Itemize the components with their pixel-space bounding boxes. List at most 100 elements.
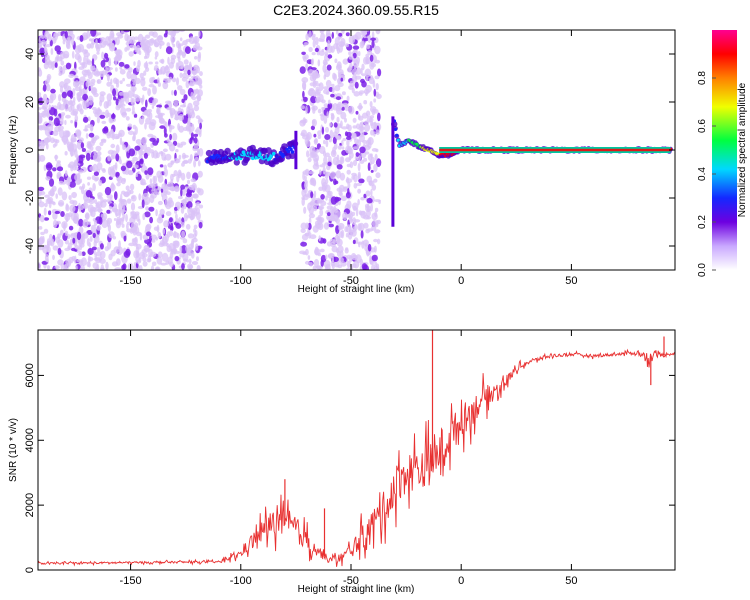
noise-dot — [109, 30, 115, 40]
noise-dot — [144, 201, 148, 206]
spectrogram-noise — [38, 30, 382, 270]
noise-dot — [74, 75, 79, 79]
signal-band-dot — [205, 149, 213, 157]
noise-dot — [85, 133, 89, 139]
noise-dot — [118, 240, 121, 250]
noise-dot — [341, 30, 345, 35]
noise-dot — [112, 164, 117, 169]
noise-dot — [335, 233, 339, 236]
noise-dot — [48, 178, 55, 187]
noise-dot — [342, 146, 345, 150]
noise-dot — [302, 172, 305, 181]
noise-dot — [195, 243, 199, 251]
noise-dot — [362, 239, 369, 247]
noise-dot — [164, 133, 168, 138]
noise-dot — [80, 142, 85, 149]
x-tick-label: 50 — [565, 575, 577, 587]
noise-dot — [131, 111, 136, 115]
noise-dot — [162, 148, 168, 153]
noise-dot — [375, 158, 382, 168]
noise-dot — [361, 63, 365, 71]
noise-dot — [110, 182, 115, 191]
noise-dot — [354, 31, 362, 40]
noise-dot — [96, 116, 100, 124]
noise-dot — [95, 145, 102, 152]
noise-dot — [352, 45, 360, 50]
y-tick-label: 6000 — [24, 363, 36, 387]
noise-dot — [357, 171, 361, 180]
noise-dot — [92, 183, 96, 192]
noise-dot — [195, 76, 199, 82]
noise-dot — [48, 210, 52, 216]
noise-dot — [352, 74, 358, 83]
noise-dot — [85, 190, 92, 198]
noise-dot — [371, 264, 376, 270]
noise-dot — [332, 146, 336, 155]
noise-dot — [180, 207, 185, 214]
noise-dot — [187, 158, 192, 164]
noise-dot — [310, 177, 316, 186]
noise-dot — [299, 120, 307, 124]
noise-dot — [363, 100, 368, 105]
noise-dot — [70, 232, 78, 237]
noise-dot — [331, 86, 335, 94]
noise-dot — [370, 37, 376, 41]
noise-dot — [52, 167, 57, 172]
noise-dot — [330, 260, 335, 267]
noise-dot — [301, 51, 306, 55]
noise-dot — [132, 135, 136, 142]
signal-core-dot — [395, 133, 399, 137]
noise-dot — [165, 30, 168, 36]
noise-dot — [323, 88, 330, 95]
noise-dot — [357, 188, 361, 194]
noise-dot — [148, 183, 154, 188]
noise-dot — [311, 52, 316, 56]
noise-dot — [300, 241, 307, 247]
noise-dot — [346, 260, 351, 268]
noise-dot — [145, 146, 151, 151]
noise-dot — [325, 79, 332, 88]
noise-dot — [304, 137, 309, 145]
colorbar: 0.0 0.2 0.4 0.6 0.8 Normalized spectral ampl… — [697, 30, 748, 277]
noise-dot — [64, 103, 69, 112]
noise-dot — [106, 209, 111, 214]
noise-dot — [116, 32, 123, 37]
noise-dot — [38, 201, 45, 208]
signal-core-dot — [286, 149, 291, 154]
noise-dot — [347, 124, 352, 132]
noise-dot — [315, 36, 319, 46]
noise-dot — [92, 262, 98, 269]
x-tick-label: -150 — [120, 575, 142, 587]
noise-dot — [76, 231, 82, 241]
noise-dot — [50, 48, 54, 55]
noise-dot — [124, 64, 130, 69]
noise-dot — [308, 232, 312, 236]
noise-dot — [325, 152, 330, 158]
noise-dot — [89, 236, 93, 242]
noise-dot — [367, 243, 372, 252]
noise-dot — [113, 96, 117, 101]
noise-dot — [321, 99, 326, 104]
noise-dot — [46, 243, 50, 252]
noise-dot — [109, 129, 114, 139]
noise-dot — [57, 247, 62, 255]
noise-dot — [326, 205, 333, 210]
noise-dot — [182, 253, 189, 262]
noise-dot — [326, 30, 331, 37]
noise-dot — [198, 30, 201, 38]
noise-dot — [130, 194, 137, 202]
noise-dot — [43, 207, 47, 216]
noise-dot — [333, 214, 339, 222]
signal-band-dot — [265, 147, 272, 154]
noise-dot — [196, 256, 199, 262]
noise-dot — [371, 108, 376, 116]
noise-dot — [134, 95, 141, 102]
noise-dot — [307, 69, 315, 77]
noise-dot — [309, 88, 315, 92]
noise-dot — [310, 191, 314, 199]
noise-dot — [172, 77, 177, 83]
noise-dot — [122, 77, 125, 82]
noise-dot — [147, 38, 154, 46]
signal-band-dot — [224, 147, 231, 155]
noise-dot — [313, 80, 319, 84]
